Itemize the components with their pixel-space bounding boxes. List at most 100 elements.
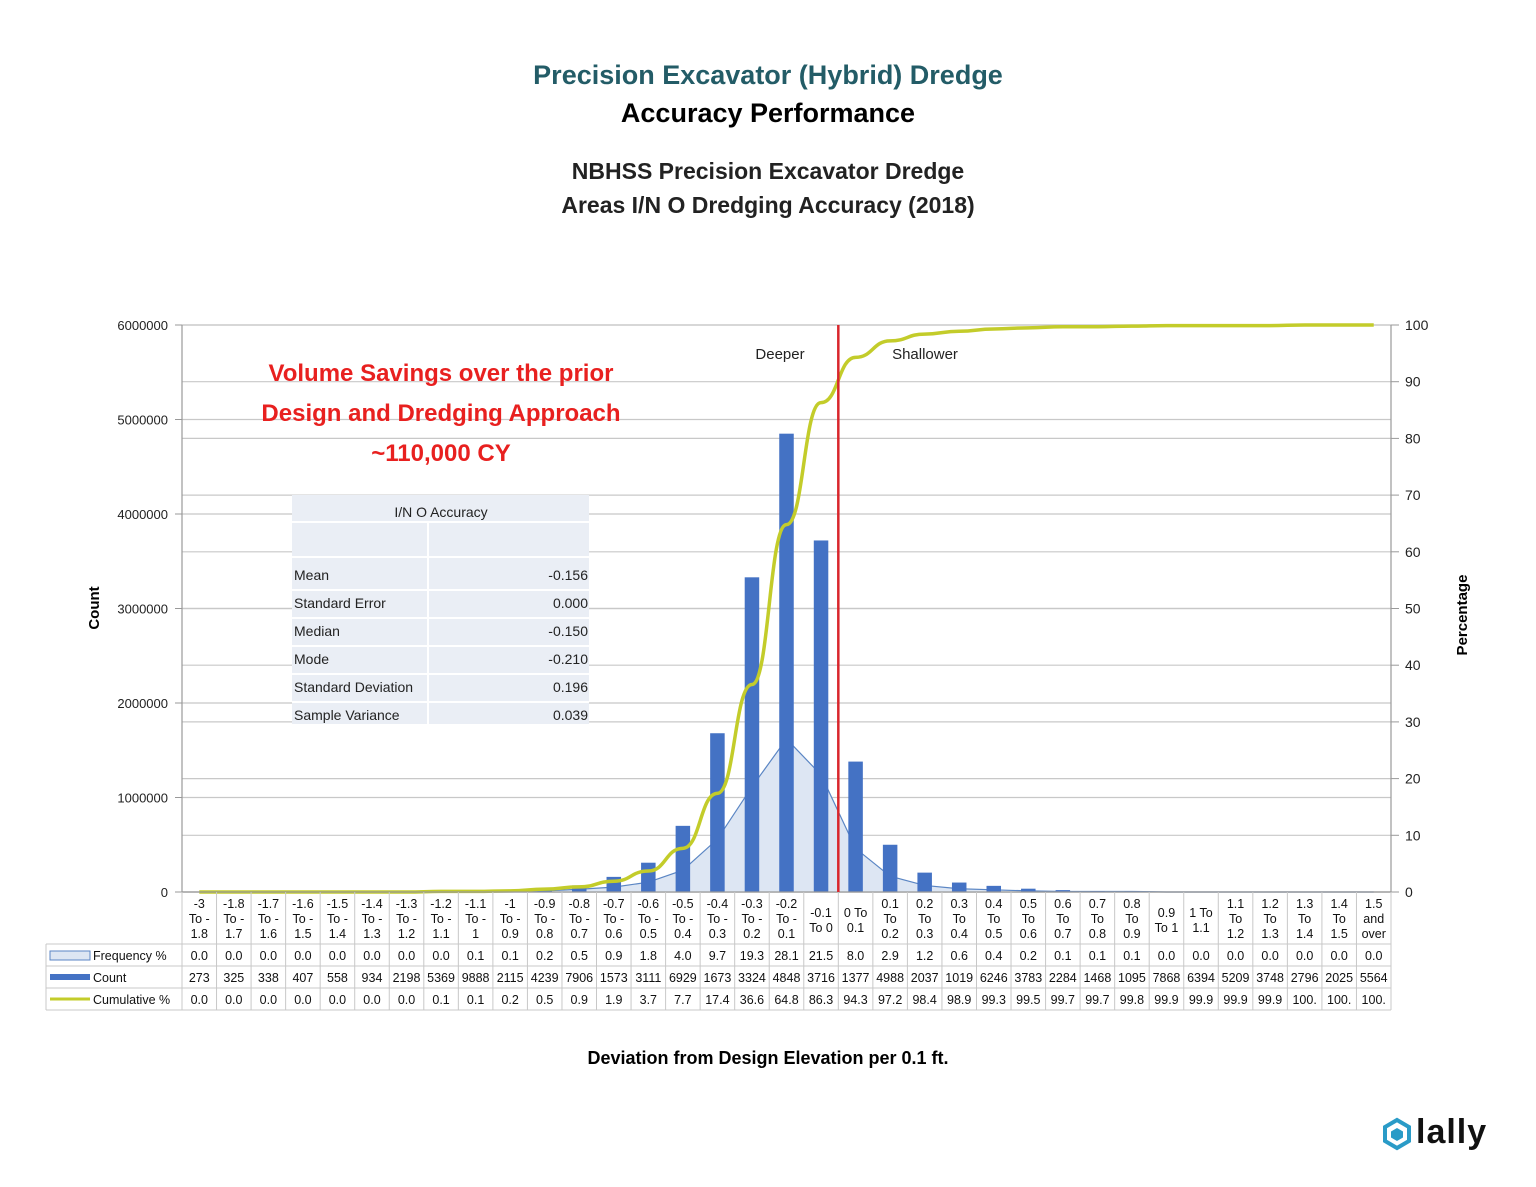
data-table-cell: 0.0 [260,993,277,1007]
y-tick-label: 3000000 [117,602,168,617]
x-category-label: -3 [194,897,205,911]
x-category-label: 1.4 [1330,897,1347,911]
chart-title-line1: NBHSS Precision Excavator Dredge [571,158,965,184]
x-category-label: 0.8 [1089,927,1106,941]
data-table-cell: 3111 [635,971,661,985]
x-category-label: To - [500,912,521,926]
x-category-label: To [1056,912,1069,926]
data-table-cell: 325 [223,971,244,985]
x-category-label: 1.6 [260,927,277,941]
x-category-label: 1.5 [1365,897,1382,911]
data-table-cell: 0.1 [1054,949,1071,963]
data-table-cell: 6929 [669,971,697,985]
x-category-label: To 0 [809,921,833,935]
legend-key-count [50,974,90,980]
x-category-label: To - [327,912,348,926]
x-category-label: 1.1 [1227,897,1244,911]
x-category-label: To - [431,912,452,926]
count-bar [1021,888,1036,892]
x-category-label: To [953,912,966,926]
data-table-cell: 0.0 [1365,949,1382,963]
x-category-label: 0.7 [1054,927,1071,941]
x-category-label: 0.6 [1054,897,1071,911]
count-bar [813,540,829,892]
x-category-label: -0.8 [568,897,590,911]
x-category-label: 0.9 [1123,927,1140,941]
y2-tick-label: 10 [1405,827,1421,843]
x-category-label: To - [189,912,210,926]
x-category-label: -1.3 [396,897,418,911]
count-bar [779,433,794,892]
data-table-cell: 0.1 [1089,949,1106,963]
stats-row-value: 0.000 [553,595,588,611]
data-table-cell: 99.7 [1051,993,1075,1007]
data-table-cell: 0.4 [985,949,1002,963]
page-title: Precision Excavator (Hybrid) Dredge [533,60,1003,90]
x-category-label: To - [569,912,590,926]
count-bar [571,885,587,892]
data-table-cell: 99.9 [1258,993,1282,1007]
stats-row-value: -0.150 [548,623,588,639]
data-table-cell: 0.1 [432,993,449,1007]
x-category-label: 1.4 [329,927,346,941]
data-table-cell: 0.0 [1330,949,1347,963]
x-category-label: 0.9 [501,927,518,941]
stats-table-title: I/N O Accuracy [394,504,487,520]
x-category-label: 1.5 [1330,927,1347,941]
x-category-label: -1.1 [465,897,487,911]
data-table-cell: 99.8 [1120,993,1144,1007]
legend-label: Cumulative % [93,993,170,1007]
x-category-label: To - [534,912,555,926]
x-category-label: -1.7 [258,897,280,911]
data-table-cell: 9.7 [709,949,726,963]
y2-axis-title: Percentage [1454,575,1471,656]
x-category-label: -0.7 [603,897,625,911]
stats-row-label: Sample Variance [294,707,400,723]
data-table-cell: 0.5 [536,993,553,1007]
x-category-label: To - [465,912,486,926]
data-table-cell: 7906 [565,971,593,985]
data-table-cell: 99.9 [1154,993,1178,1007]
data-table-cell: 6394 [1187,971,1215,985]
x-category-label: To - [638,912,659,926]
data-table-cell: 5564 [1360,971,1388,985]
x-category-label: To - [707,912,728,926]
x-category-label: -1.2 [430,897,452,911]
x-category-label: 0.5 [1020,897,1037,911]
y2-tick-label: 60 [1405,544,1421,560]
data-table-cell: 98.4 [912,993,936,1007]
data-table-cell: 0.0 [329,993,346,1007]
y-tick-label: 1000000 [117,791,168,806]
data-table-cell: 86.3 [809,993,833,1007]
x-category-label: -0.6 [638,897,660,911]
x-category-label: To [1263,912,1276,926]
y2-tick-label: 100 [1405,317,1429,333]
stats-row-value: -0.156 [548,567,588,583]
x-category-label: 0.5 [640,927,657,941]
data-table-cell: 21.5 [809,949,833,963]
data-table-cell: 0.1 [467,993,484,1007]
x-category-label: 0.1 [847,921,864,935]
data-table-cell: 9888 [462,971,490,985]
data-table-cell: 99.9 [1189,993,1213,1007]
y2-tick-label: 70 [1405,487,1421,503]
y2-tick-label: 50 [1405,601,1421,617]
x-category-label: 0.8 [536,927,553,941]
data-table-cell: 0.0 [1261,949,1278,963]
volume-savings-annotation: Design and Dredging Approach [261,400,620,427]
data-table-cell: 5369 [427,971,455,985]
data-table-cell: 0.0 [432,949,449,963]
y-tick-label: 4000000 [117,507,168,522]
count-bar [848,761,863,892]
x-category-label: -0.3 [741,897,763,911]
legend-label: Count [93,971,127,985]
data-table-cell: 19.3 [740,949,764,963]
deeper-label: Deeper [755,346,804,363]
data-table-cell: 3324 [738,971,766,985]
x-category-label: 0.6 [605,927,622,941]
x-category-label: 0.3 [951,897,968,911]
data-table-cell: 99.9 [1223,993,1247,1007]
x-category-label: To - [672,912,693,926]
data-table-cell: 0.0 [363,993,380,1007]
count-bar [882,844,898,892]
